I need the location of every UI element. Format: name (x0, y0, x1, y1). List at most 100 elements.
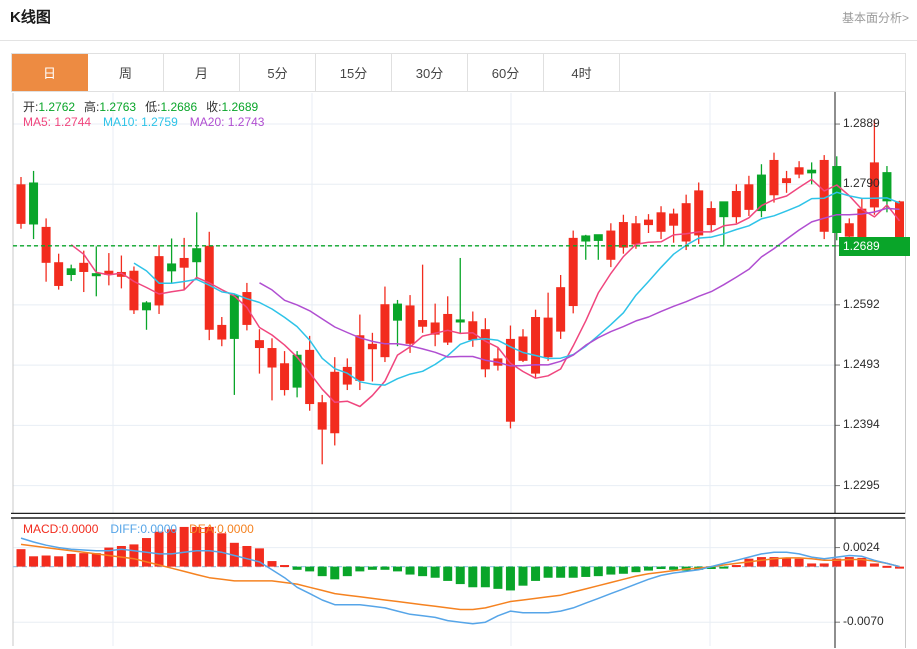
candle-26 (342, 358, 352, 391)
macd-bar-9 (129, 544, 139, 567)
macd-bar-13 (179, 526, 189, 567)
candle-body (568, 237, 578, 307)
candle-body (355, 335, 365, 381)
candle-body (844, 223, 854, 237)
tab-4[interactable]: 15分 (316, 54, 392, 91)
candle-body (794, 167, 804, 175)
candle-body (656, 212, 666, 232)
candle-63 (807, 162, 817, 185)
macd-bar-8 (116, 545, 126, 567)
candle-body (593, 234, 603, 241)
macd-bar-69 (882, 565, 892, 568)
macd-bar-5 (79, 553, 89, 567)
candle-57 (731, 184, 741, 224)
macd-bar-45 (581, 566, 591, 577)
candle-body (518, 336, 528, 361)
candle-1 (29, 170, 39, 240)
page-header: K线图 基本面分析> (0, 0, 917, 41)
candle-body (254, 340, 264, 349)
macd-bar-4 (66, 553, 76, 567)
candle-body (154, 256, 164, 306)
macd-bar-11 (154, 531, 164, 567)
candle-44 (568, 230, 578, 314)
macd-bar-28 (367, 566, 377, 570)
candle-27 (355, 314, 365, 391)
macd-bar-47 (606, 566, 616, 575)
candle-body (167, 263, 177, 272)
candle-39 (505, 325, 515, 429)
ma5-line (70, 178, 901, 408)
tab-label: 15分 (339, 66, 368, 81)
candle-34 (443, 296, 453, 345)
candle-body (706, 208, 716, 226)
macd-bar-40 (518, 566, 528, 586)
macd-bar-22 (292, 566, 302, 570)
candle-body (756, 174, 766, 212)
macd-bar-70 (895, 566, 904, 569)
macd-pane[interactable]: MACD:0.0000 DIFF:0.0000 DEA:0.0000 0.0024-… (11, 517, 906, 648)
candle-body (267, 348, 277, 368)
macd-bar-29 (380, 566, 390, 570)
candle-19 (254, 329, 264, 374)
candle-37 (480, 318, 490, 378)
candle-body (393, 303, 402, 321)
macd-bar-39 (505, 566, 515, 591)
tab-label: 4时 (571, 66, 592, 81)
macd-bar-38 (493, 566, 503, 589)
tab-7[interactable]: 4时 (544, 54, 620, 91)
candle-16 (217, 317, 227, 347)
macd-bar-23 (305, 566, 315, 572)
candle-49 (631, 215, 641, 249)
tab-2[interactable]: 月 (164, 54, 240, 91)
tab-5[interactable]: 30分 (392, 54, 468, 91)
fundamental-analysis-link[interactable]: 基本面分析> (841, 11, 909, 25)
macd-bar-68 (869, 563, 879, 567)
candle-65 (832, 156, 842, 241)
candle-body (129, 270, 139, 311)
tab-label: 60分 (491, 66, 520, 81)
macd-bar-65 (832, 558, 842, 567)
macd-bar-30 (393, 566, 402, 572)
candle-2 (41, 218, 51, 282)
macd-bar-31 (405, 566, 415, 575)
candle-body (54, 262, 64, 286)
macd-bar-34 (443, 566, 453, 581)
candle-body (229, 295, 239, 339)
candle-43 (556, 275, 566, 339)
tab-1[interactable]: 周 (88, 54, 164, 91)
macd-bar-48 (618, 566, 628, 574)
macd-bar-1 (29, 556, 39, 567)
tab-6[interactable]: 60分 (468, 54, 544, 91)
candle-body (142, 302, 151, 311)
macd-bar-16 (217, 533, 227, 567)
candle-body (631, 223, 641, 245)
tab-3[interactable]: 5分 (240, 54, 316, 91)
candle-body (317, 402, 327, 430)
candle-body (681, 203, 691, 242)
macd-bar-63 (807, 563, 817, 567)
price-pane[interactable]: 开:1.2762 高:1.2763 低:1.2686 收:1.2689 MA5: 1.… (11, 92, 910, 514)
macd-bar-32 (418, 566, 428, 577)
macd-bar-26 (342, 566, 352, 577)
candle-body (882, 172, 892, 202)
tab-0[interactable]: 日 (12, 54, 88, 91)
candle-48 (618, 214, 628, 254)
candle-46 (593, 234, 603, 260)
candle-body (468, 321, 478, 341)
candle-10 (142, 301, 151, 330)
candle-36 (468, 311, 478, 347)
candlestick-svg[interactable] (11, 92, 906, 514)
macd-bar-61 (782, 557, 792, 567)
macd-bar-24 (317, 566, 327, 577)
candle-body (342, 366, 352, 385)
macd-bar-51 (656, 566, 666, 570)
macd-svg[interactable] (11, 517, 906, 648)
macd-bar-27 (355, 566, 365, 572)
candle-17 (229, 294, 239, 395)
candle-body (556, 287, 566, 332)
candle-32 (418, 264, 428, 333)
ma20-line (259, 207, 900, 367)
candle-20 (267, 338, 277, 401)
candle-60 (769, 152, 779, 203)
candle-body (769, 159, 779, 196)
